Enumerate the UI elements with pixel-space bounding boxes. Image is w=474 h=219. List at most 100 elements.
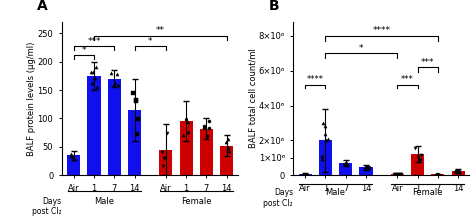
Point <box>365 165 373 169</box>
Point <box>361 167 369 171</box>
Point <box>415 156 422 159</box>
Point <box>394 173 401 176</box>
Point <box>114 83 121 87</box>
Point <box>322 138 329 141</box>
Bar <box>220 146 233 175</box>
Point <box>182 117 189 121</box>
Point <box>200 124 208 128</box>
Point <box>160 157 168 160</box>
Bar <box>67 155 81 175</box>
Point <box>319 154 326 158</box>
Text: ***: *** <box>87 37 101 46</box>
Point <box>392 172 400 176</box>
Point <box>160 156 168 160</box>
Text: ****: **** <box>307 75 324 84</box>
Point <box>69 157 76 161</box>
Point <box>224 137 231 140</box>
Point <box>319 121 326 124</box>
Text: B: B <box>268 0 279 13</box>
Point <box>88 81 96 84</box>
Point <box>205 120 212 123</box>
Point <box>226 149 233 153</box>
Point <box>133 99 140 102</box>
Point <box>341 163 348 166</box>
Bar <box>128 110 141 175</box>
Point <box>108 72 115 75</box>
Point <box>342 162 349 166</box>
Point <box>68 152 75 155</box>
Point <box>416 159 424 162</box>
Point <box>159 150 166 154</box>
Point <box>225 147 232 150</box>
Text: Male: Male <box>94 197 114 206</box>
Text: Days
post Cl₂: Days post Cl₂ <box>264 188 293 208</box>
Bar <box>411 154 424 175</box>
Point <box>391 173 398 176</box>
Point <box>417 154 425 157</box>
Bar <box>159 150 173 175</box>
Point <box>133 132 140 136</box>
Point <box>432 173 440 176</box>
Point <box>300 172 308 176</box>
Bar <box>180 121 193 175</box>
Point <box>70 156 78 160</box>
Text: *: * <box>148 37 153 46</box>
Point <box>67 154 74 158</box>
Text: *: * <box>82 46 86 55</box>
Point <box>133 99 140 102</box>
Text: ****: **** <box>373 26 391 35</box>
Point <box>396 173 404 176</box>
Point <box>365 166 373 170</box>
Text: Female: Female <box>412 188 443 197</box>
Bar <box>339 163 352 175</box>
Point <box>200 127 208 130</box>
Point <box>113 72 121 75</box>
Bar <box>431 174 445 175</box>
Point <box>184 120 191 123</box>
Point <box>110 83 118 86</box>
Point <box>453 168 460 172</box>
Point <box>364 166 371 169</box>
Point <box>455 168 463 172</box>
Point <box>164 131 171 135</box>
Point <box>91 76 99 79</box>
Point <box>434 173 442 176</box>
Point <box>434 173 441 176</box>
Bar <box>391 174 404 175</box>
Point <box>129 92 137 95</box>
Bar <box>200 129 213 175</box>
Point <box>91 76 98 79</box>
Point <box>456 170 463 174</box>
Point <box>302 172 310 176</box>
Point <box>222 140 229 143</box>
Point <box>299 172 307 176</box>
Bar <box>359 167 373 175</box>
Point <box>321 124 329 128</box>
Point <box>433 173 440 176</box>
Point <box>397 173 404 176</box>
Point <box>89 70 96 74</box>
Point <box>433 172 441 176</box>
Point <box>88 70 95 73</box>
Text: Days
post Cl₂: Days post Cl₂ <box>32 197 62 216</box>
Point <box>203 134 211 138</box>
Point <box>362 164 370 168</box>
Point <box>340 162 347 166</box>
Point <box>134 117 142 121</box>
Text: *: * <box>359 44 364 53</box>
Point <box>342 161 349 164</box>
Text: ***: *** <box>421 58 435 67</box>
Point <box>184 131 191 134</box>
Point <box>69 155 77 159</box>
Text: Male: Male <box>326 188 346 197</box>
Bar <box>108 79 121 175</box>
Point <box>94 85 101 88</box>
Text: Female: Female <box>181 197 211 206</box>
Point <box>111 81 118 85</box>
Point <box>319 157 326 161</box>
Text: ***: *** <box>401 75 414 84</box>
Point <box>451 170 458 173</box>
Point <box>182 117 189 120</box>
Bar <box>319 140 332 175</box>
Y-axis label: BALF protein levels (μg/ml): BALF protein levels (μg/ml) <box>27 41 36 156</box>
